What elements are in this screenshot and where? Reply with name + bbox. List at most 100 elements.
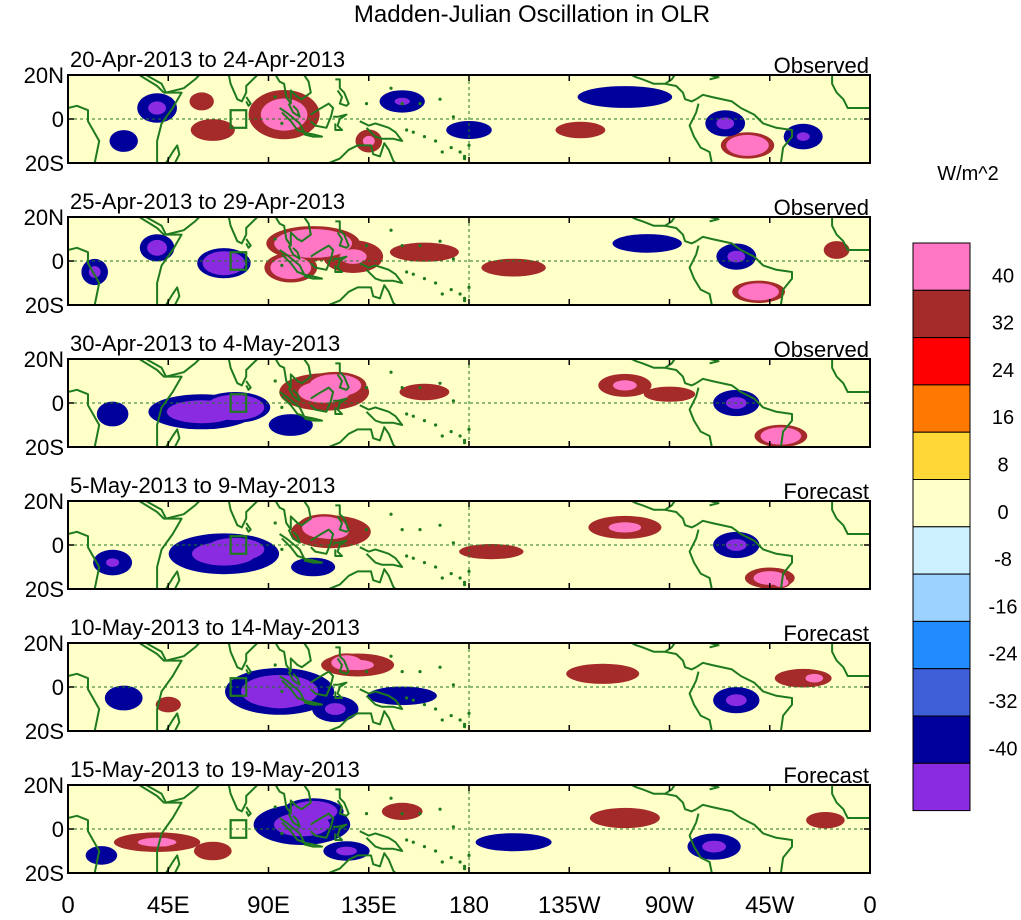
island-dot bbox=[389, 654, 393, 658]
colorbar-label: -24 bbox=[989, 644, 1018, 666]
coastline-indochina bbox=[274, 785, 312, 815]
island-dot bbox=[462, 580, 467, 585]
coastline-philippines bbox=[335, 646, 350, 675]
coastline-mexico bbox=[631, 785, 676, 795]
olr-contour bbox=[716, 117, 735, 130]
panel-period: 10-May-2013 to 14-May-2013 bbox=[70, 615, 360, 640]
olr-contour bbox=[308, 519, 340, 536]
olr-contour bbox=[399, 383, 450, 401]
island-dot bbox=[467, 853, 471, 858]
coastline-borneo bbox=[310, 528, 335, 555]
island-dot bbox=[462, 864, 467, 869]
colorbar-label: 0 bbox=[997, 502, 1008, 524]
coastline-sulawesi bbox=[333, 823, 348, 841]
panel-status: Observed bbox=[774, 195, 869, 220]
coastline-india bbox=[219, 359, 259, 387]
coastline-malay bbox=[287, 387, 301, 402]
olr-contour bbox=[148, 101, 167, 115]
olr-contour bbox=[381, 802, 423, 821]
olr-contour bbox=[555, 121, 606, 139]
coastlines bbox=[68, 217, 870, 305]
olr-contour bbox=[22, 241, 48, 259]
index-region-box bbox=[229, 393, 248, 413]
island-dot bbox=[389, 796, 393, 800]
panel-status: Forecast bbox=[783, 479, 869, 504]
y-tick-label: 0 bbox=[52, 391, 64, 416]
island-dot bbox=[389, 86, 393, 90]
island-dot bbox=[280, 831, 284, 836]
olr-contour bbox=[324, 703, 346, 715]
coastline-borneo bbox=[310, 670, 335, 697]
island-dot bbox=[467, 711, 471, 716]
coastline-westafrica bbox=[831, 643, 870, 677]
olr-contour bbox=[891, 266, 903, 278]
island-dot bbox=[451, 115, 456, 119]
olr-contour bbox=[7, 676, 17, 681]
island-dot bbox=[400, 528, 404, 532]
island-dot bbox=[411, 556, 415, 560]
panel-period: 5-May-2013 to 9-May-2013 bbox=[70, 473, 335, 498]
coastline-madagascar bbox=[165, 854, 181, 873]
olr-field bbox=[109, 86, 1016, 159]
olr-contour bbox=[806, 812, 845, 829]
olr-contour bbox=[940, 838, 979, 847]
coastline-australia bbox=[322, 710, 397, 731]
olr-contour bbox=[394, 97, 410, 106]
y-tick-label: 20N bbox=[24, 63, 64, 88]
island-dot bbox=[438, 381, 442, 385]
panels: 20N 0 20S 20-Apr-2013 to 24-Apr-2013 Observe… bbox=[7, 47, 1016, 886]
island-dot bbox=[280, 121, 284, 125]
olr-contour bbox=[106, 558, 120, 567]
island-dot bbox=[389, 370, 393, 374]
coastline-camerica bbox=[664, 650, 697, 671]
coastline-mexico bbox=[631, 643, 676, 653]
index-region-box bbox=[229, 109, 248, 129]
island-dot bbox=[405, 838, 409, 842]
coastline-westafrica bbox=[831, 217, 870, 251]
index-region-box bbox=[229, 535, 248, 555]
coastline-westafrica bbox=[831, 785, 870, 819]
y-tick-label: 20N bbox=[24, 347, 64, 372]
x-tick-label: 90W bbox=[645, 892, 695, 919]
coastline-africa bbox=[68, 359, 183, 447]
olr-contour bbox=[992, 92, 1016, 110]
olr-contour bbox=[475, 833, 552, 852]
coastline-java bbox=[301, 273, 323, 280]
x-tick-label: 135W bbox=[538, 892, 601, 919]
olr-contour bbox=[389, 242, 459, 262]
island-dot bbox=[438, 807, 442, 811]
colorbar-label: 8 bbox=[997, 455, 1008, 477]
island-dot bbox=[405, 128, 409, 132]
olr-contour bbox=[339, 249, 367, 264]
island-dot bbox=[449, 146, 453, 150]
island-dot bbox=[449, 430, 453, 434]
olr-contour bbox=[769, 431, 793, 441]
island-dot bbox=[364, 670, 369, 674]
y-tick-label: 0 bbox=[52, 675, 64, 700]
coastline-borneo bbox=[310, 102, 335, 129]
x-tick-label: 0 bbox=[61, 892, 74, 919]
island-dot bbox=[449, 288, 453, 292]
island-dot bbox=[458, 576, 462, 580]
olr-contour bbox=[147, 239, 168, 256]
island-dot bbox=[433, 139, 438, 143]
panel-3: 20N 0 20S 30-Apr-2013 to 4-May-2013 Observed bbox=[24, 331, 871, 460]
coastline-borneo bbox=[310, 812, 335, 839]
island-dot bbox=[273, 805, 277, 809]
island-dot bbox=[418, 812, 422, 816]
coastline-srilanka bbox=[245, 238, 252, 249]
coastline-newguinea bbox=[359, 404, 404, 426]
coastline-arabia bbox=[145, 75, 201, 94]
panel-6: 20N 0 20S 15-May-2013 to 19-May-2013 Forecas… bbox=[24, 757, 979, 886]
coastline-sulawesi bbox=[333, 113, 348, 131]
island-dot bbox=[411, 840, 415, 844]
coastline-malay bbox=[287, 813, 301, 828]
coastline-westafrica bbox=[831, 359, 870, 393]
coastline-indochina bbox=[274, 75, 312, 105]
island-dot bbox=[400, 102, 404, 106]
olr-contour bbox=[643, 386, 696, 402]
y-tick-label: 20N bbox=[24, 205, 64, 230]
index-region-box bbox=[229, 677, 248, 697]
coastline-malay bbox=[287, 671, 301, 686]
olr-contour bbox=[155, 696, 181, 713]
